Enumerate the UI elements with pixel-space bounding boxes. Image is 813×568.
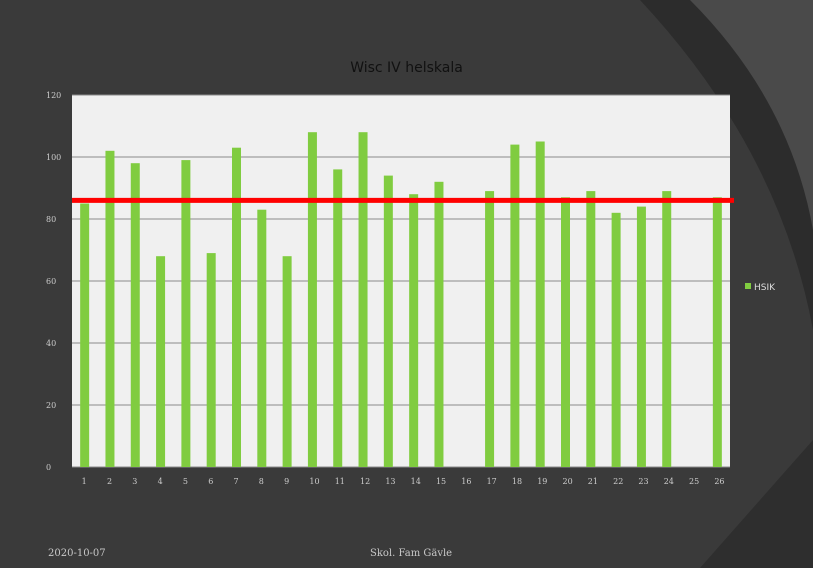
y-tick-label: 80 <box>46 215 56 224</box>
legend: HSIK <box>745 283 776 293</box>
x-tick-label: 2 <box>107 477 112 486</box>
y-tick-label: 20 <box>46 401 56 410</box>
y-tick-label: 120 <box>46 91 61 100</box>
bar <box>80 203 90 467</box>
bar <box>485 191 495 467</box>
x-tick-label: 14 <box>411 477 421 486</box>
bar <box>232 147 241 467</box>
x-tick-label: 26 <box>714 477 724 486</box>
bar <box>662 191 672 467</box>
bar <box>156 256 166 467</box>
x-tick-label: 17 <box>487 477 497 486</box>
bar <box>636 206 646 467</box>
footer-date: 2020-10-07 <box>48 548 106 559</box>
x-tick-label: 20 <box>563 477 573 486</box>
x-tick-label: 12 <box>360 477 370 486</box>
bar <box>611 212 621 467</box>
bar <box>282 256 292 467</box>
x-tick-label: 23 <box>638 477 648 486</box>
bar <box>181 160 191 467</box>
slide-title: Wisc IV helskala <box>350 60 463 76</box>
bar <box>409 194 419 467</box>
x-tick-label: 25 <box>689 477 699 486</box>
bar <box>358 132 368 467</box>
bar <box>586 191 596 467</box>
x-tick-label: 5 <box>183 477 188 486</box>
x-tick-label: 1 <box>82 477 87 486</box>
footer-center: Skol. Fam Gävle <box>370 548 453 559</box>
decorative-corner <box>700 440 813 568</box>
bar <box>333 169 343 467</box>
bar <box>535 141 545 467</box>
x-tick-label: 4 <box>158 477 163 486</box>
bar <box>105 150 115 468</box>
x-tick-label: 10 <box>309 477 319 486</box>
x-tick-label: 18 <box>512 477 522 486</box>
x-tick-label: 21 <box>588 477 598 486</box>
bar <box>130 163 140 467</box>
bar <box>434 181 444 468</box>
bar <box>712 197 722 468</box>
x-tick-label: 22 <box>613 477 623 486</box>
x-tick-label: 6 <box>208 477 213 486</box>
x-tick-label: 13 <box>385 477 395 486</box>
x-tick-label: 19 <box>537 477 547 486</box>
bar <box>257 209 267 467</box>
decorative-swoosh-inner <box>690 0 813 230</box>
x-tick-label: 3 <box>132 477 137 486</box>
bar <box>206 253 216 467</box>
x-tick-label: 15 <box>436 477 446 486</box>
bar <box>510 144 520 467</box>
x-tick-label: 7 <box>234 477 239 486</box>
y-axis-ticks: 0 20 40 60 80 100 120 <box>46 91 61 472</box>
bars <box>80 132 722 468</box>
bar <box>307 132 317 467</box>
x-tick-label: 9 <box>284 477 289 486</box>
legend-swatch <box>745 283 751 289</box>
bar <box>561 197 570 468</box>
y-tick-label: 100 <box>46 153 61 162</box>
x-tick-label: 8 <box>259 477 264 486</box>
x-axis-ticks: 1 2 3 4 5 6 7 8 9 10 11 12 13 14 15 16 17 18 19 20 21 22 23 24 2… <box>82 477 725 486</box>
x-tick-label: 16 <box>461 477 471 486</box>
x-tick-label: 24 <box>664 477 674 486</box>
bar <box>383 175 393 467</box>
legend-label: HSIK <box>754 283 776 293</box>
y-tick-label: 60 <box>46 277 56 286</box>
y-tick-label: 0 <box>46 463 51 472</box>
y-tick-label: 40 <box>46 339 56 348</box>
x-tick-label: 11 <box>335 477 345 486</box>
